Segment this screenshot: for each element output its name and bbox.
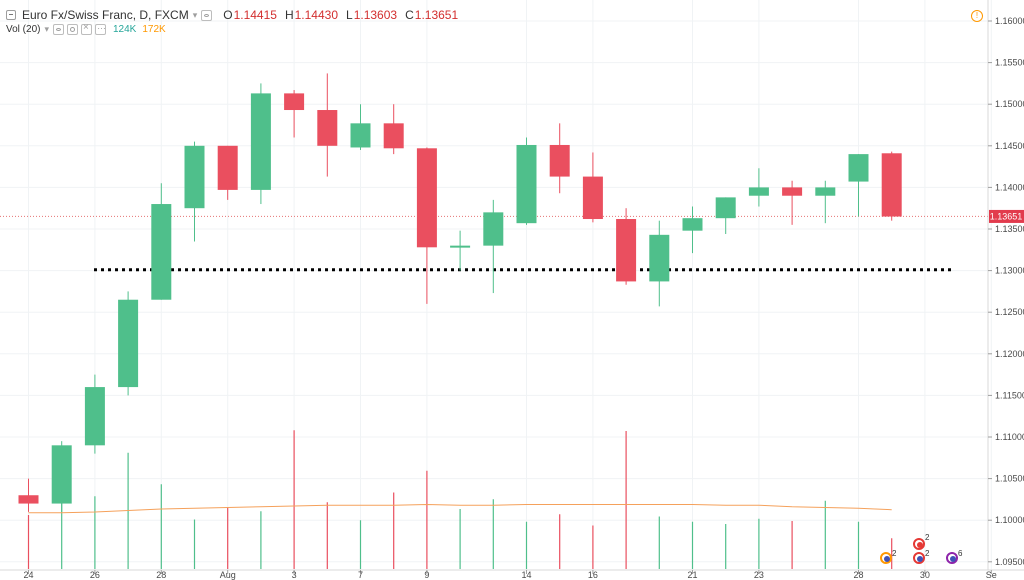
event-count: 2 bbox=[925, 549, 930, 558]
x-tick-label: 7 bbox=[358, 570, 363, 580]
close-value: 1.13651 bbox=[414, 8, 459, 22]
close-icon[interactable] bbox=[81, 22, 92, 35]
time-axis[interactable]: 24 26 28 Aug 3 7 9 14 16 21 23 28 30 Se bbox=[23, 570, 997, 580]
open-label: O bbox=[223, 8, 233, 22]
current-price-text: 1.13651 bbox=[990, 211, 1023, 221]
low-label: L bbox=[346, 8, 353, 22]
event-icon[interactable] bbox=[913, 538, 925, 550]
candle-body bbox=[516, 144, 537, 224]
symbol-row: Euro Fx/Swiss Franc, D, FXCM ▾ O 1.14415 … bbox=[6, 8, 458, 22]
chart-legend: Euro Fx/Swiss Franc, D, FXCM ▾ O 1.14415 … bbox=[0, 0, 990, 40]
alert-icon[interactable]: ! bbox=[971, 10, 983, 22]
event-count: 2 bbox=[925, 533, 930, 542]
volume-value: 124K bbox=[113, 24, 137, 35]
event-icon[interactable] bbox=[913, 552, 925, 564]
candle-body bbox=[549, 144, 570, 177]
volume-row: Vol (20) ▾ 124K 172K bbox=[6, 21, 166, 35]
candle-body bbox=[250, 93, 271, 190]
close-label: C bbox=[405, 8, 414, 22]
x-tick-label: Aug bbox=[220, 570, 236, 580]
low-value: 1.13603 bbox=[353, 8, 398, 22]
candle-body bbox=[748, 187, 769, 196]
candle-body bbox=[782, 187, 803, 196]
x-tick-label: Se bbox=[986, 570, 997, 580]
x-tick-label: 24 bbox=[23, 570, 33, 580]
volume-bars bbox=[27, 430, 893, 569]
x-tick-label: 16 bbox=[588, 570, 598, 580]
y-tick-label: 1.14000 bbox=[995, 182, 1024, 192]
candle-body bbox=[383, 123, 404, 149]
candle-body bbox=[51, 445, 72, 504]
candle-body bbox=[649, 234, 670, 282]
grid-lines bbox=[0, 0, 992, 570]
x-tick-label: 30 bbox=[920, 570, 930, 580]
x-tick-label: 28 bbox=[853, 570, 863, 580]
y-tick-label: 1.16000 bbox=[995, 16, 1024, 26]
event-count: 6 bbox=[958, 549, 963, 558]
volume-ma-value: 172K bbox=[142, 24, 166, 35]
candle-body bbox=[848, 154, 869, 182]
x-tick-label: 21 bbox=[687, 570, 697, 580]
y-tick-label: 1.14500 bbox=[995, 141, 1024, 151]
y-tick-label: 1.10500 bbox=[995, 474, 1024, 484]
volume-ma-line bbox=[28, 503, 892, 514]
y-tick-label: 1.11000 bbox=[995, 432, 1024, 442]
x-tick-label: 23 bbox=[754, 570, 764, 580]
eye-icon[interactable] bbox=[201, 9, 213, 21]
y-tick-label: 1.12000 bbox=[995, 349, 1024, 359]
eye-icon[interactable] bbox=[53, 24, 64, 35]
x-tick-label: 14 bbox=[521, 570, 531, 580]
current-price-tag: 1.13651 bbox=[989, 209, 1024, 223]
candle-body bbox=[416, 148, 437, 248]
x-tick-label: 28 bbox=[156, 570, 166, 580]
candle-body bbox=[151, 204, 172, 300]
candle-body bbox=[184, 145, 205, 209]
volume-indicator-title[interactable]: Vol (20) bbox=[6, 24, 41, 35]
candle-body bbox=[217, 145, 238, 190]
chevron-down-icon[interactable]: ▾ bbox=[192, 9, 198, 20]
y-tick-label: 1.13500 bbox=[995, 224, 1024, 234]
candle-body bbox=[450, 245, 471, 248]
candle-body bbox=[317, 110, 338, 146]
high-label: H bbox=[284, 8, 294, 22]
collapse-toggle-icon[interactable] bbox=[6, 10, 16, 20]
x-tick-label: 26 bbox=[90, 570, 100, 580]
event-count: 2 bbox=[892, 549, 897, 558]
gear-icon[interactable] bbox=[67, 24, 78, 35]
y-tick-label: 1.15500 bbox=[995, 58, 1024, 68]
y-tick-label: 1.13000 bbox=[995, 266, 1024, 276]
high-value: 1.14430 bbox=[294, 8, 339, 22]
open-value: 1.14415 bbox=[233, 8, 277, 22]
y-tick-label: 1.15000 bbox=[995, 99, 1024, 109]
symbol-title[interactable]: Euro Fx/Swiss Franc, D, FXCM bbox=[22, 8, 189, 22]
y-tick-label: 1.11500 bbox=[995, 390, 1024, 400]
candle-body bbox=[350, 123, 371, 148]
y-tick-label: 1.10000 bbox=[995, 515, 1024, 525]
candle-body bbox=[118, 299, 139, 388]
candle-body bbox=[815, 187, 836, 196]
price-axis[interactable]: 1.16000 1.15500 1.15000 1.14500 1.14000 1.135… bbox=[988, 16, 1024, 567]
candle-body bbox=[18, 495, 39, 504]
candle-body bbox=[84, 387, 105, 446]
candle-body bbox=[715, 197, 736, 219]
chevron-down-icon[interactable]: ▾ bbox=[44, 24, 49, 34]
y-tick-label: 1.09500 bbox=[995, 557, 1024, 567]
more-icon[interactable] bbox=[95, 21, 106, 35]
candle-body bbox=[616, 219, 637, 282]
x-tick-label: 9 bbox=[424, 570, 429, 580]
candle-body bbox=[284, 93, 305, 111]
candle-body bbox=[483, 212, 504, 246]
candles bbox=[18, 73, 902, 512]
x-tick-label: 3 bbox=[292, 570, 297, 580]
event-icon[interactable] bbox=[946, 552, 958, 564]
candle-body bbox=[682, 218, 703, 231]
y-tick-label: 1.12500 bbox=[995, 307, 1024, 317]
candle-body bbox=[582, 176, 603, 220]
candle-body bbox=[881, 153, 902, 217]
event-icon[interactable] bbox=[880, 552, 892, 564]
